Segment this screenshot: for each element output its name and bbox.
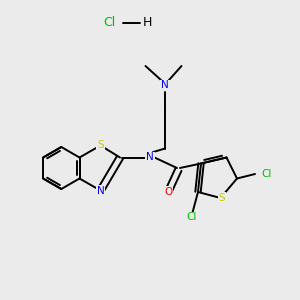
Text: Cl: Cl [262, 169, 272, 179]
Text: N: N [146, 152, 154, 163]
Text: N: N [97, 185, 104, 196]
Text: Cl: Cl [103, 16, 116, 29]
Text: O: O [164, 187, 172, 197]
Text: S: S [219, 193, 225, 203]
Text: Cl: Cl [187, 212, 197, 223]
Text: S: S [97, 140, 104, 151]
Text: N: N [161, 80, 169, 91]
Text: H: H [142, 16, 152, 29]
